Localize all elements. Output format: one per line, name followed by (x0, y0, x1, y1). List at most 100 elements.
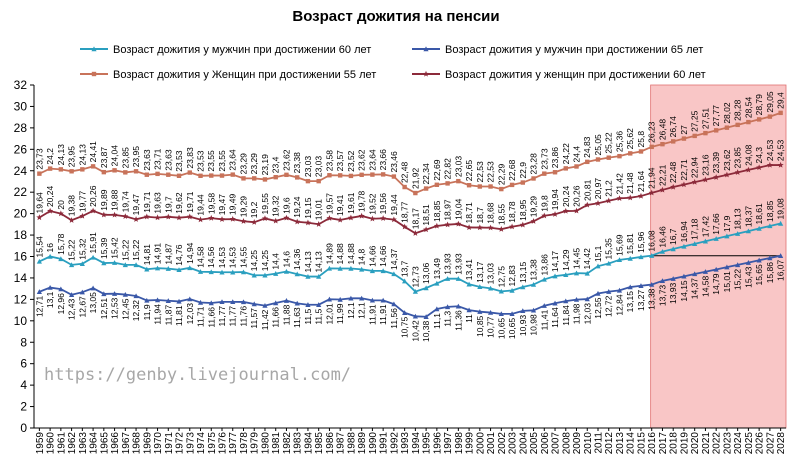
series-2 (36, 253, 784, 319)
data-point (111, 211, 118, 218)
data-label: 23,16 (700, 154, 710, 176)
data-point (670, 183, 677, 190)
data-label: 19,71 (185, 191, 195, 213)
data-point (68, 217, 75, 223)
data-point (165, 213, 172, 220)
data-label: 11,91 (378, 304, 388, 325)
data-point (616, 195, 623, 201)
data-label: 11,99 (335, 303, 345, 324)
data-point (563, 272, 569, 278)
data-label: 15,22 (120, 239, 130, 261)
data-label: 13,73 (657, 285, 667, 307)
y-tick-label: 24 (14, 164, 28, 178)
data-label: 20,26 (88, 185, 98, 207)
data-point (273, 271, 279, 276)
data-label: 11,64 (550, 307, 560, 328)
data-label: 19,77 (77, 191, 87, 213)
data-point (241, 176, 246, 181)
data-label: 18,55 (496, 204, 506, 226)
data-label: 23,28 (529, 153, 539, 175)
data-point (262, 302, 268, 308)
data-point (724, 264, 730, 270)
data-label: 19,47 (217, 194, 227, 216)
data-label: 19,08 (776, 198, 786, 220)
x-tick-label: 1996 (432, 432, 443, 455)
x-tick-label: 1965 (99, 432, 110, 455)
data-label: 11 (464, 314, 474, 323)
data-label: 14,45 (572, 248, 582, 270)
data-point (229, 215, 236, 222)
data-label: 24,3 (754, 147, 764, 164)
data-point (585, 159, 590, 165)
data-point (703, 130, 708, 136)
data-label: 24,83 (582, 136, 592, 158)
data-label: 15,22 (131, 239, 141, 261)
data-label: 23,4 (271, 156, 281, 173)
data-point (122, 213, 129, 219)
data-label: 11,1 (432, 313, 442, 329)
data-point (670, 276, 676, 281)
data-point (455, 303, 461, 309)
data-label: 19,32 (271, 195, 281, 217)
data-point (359, 266, 365, 272)
data-label: 19,55 (260, 193, 270, 215)
data-point (692, 241, 698, 247)
data-label: 16,46 (657, 226, 667, 248)
data-label: 23,58 (324, 150, 334, 172)
data-label: 14,94 (185, 242, 195, 264)
data-point (133, 216, 140, 222)
data-label: 24,04 (110, 145, 120, 167)
data-point (47, 253, 53, 259)
data-point (294, 218, 301, 225)
data-point (251, 272, 257, 278)
data-point (444, 221, 451, 228)
data-label: 14,29 (561, 249, 571, 271)
data-label: 19,94 (550, 189, 560, 211)
data-label: 23,63 (142, 149, 152, 171)
data-point (218, 216, 226, 222)
data-point (681, 243, 687, 249)
data-point (155, 171, 160, 177)
data-label: 27,25 (690, 110, 700, 132)
data-label: 13,93 (668, 282, 678, 304)
data-point (584, 270, 590, 276)
data-point (80, 167, 85, 172)
data-label: 12,75 (496, 266, 506, 288)
data-point (154, 265, 161, 271)
data-label: 15,39 (99, 237, 109, 259)
data-label: 19,64 (34, 192, 44, 214)
data-point (370, 172, 375, 177)
data-point (423, 314, 429, 319)
data-label: 11,63 (292, 307, 302, 328)
x-tick-label: 1990 (368, 432, 379, 455)
data-label: 19,44 (389, 194, 399, 216)
data-label: 19,56 (378, 193, 388, 215)
data-point (262, 272, 268, 278)
legend-entry-4: Возраст дожития у женщин при достижении … (412, 69, 706, 81)
x-tick-label: 2002 (497, 432, 508, 455)
data-label: 16,07 (776, 259, 786, 281)
data-point (358, 212, 365, 219)
data-point (133, 262, 139, 268)
data-label: 15,32 (77, 238, 87, 260)
data-point (476, 224, 483, 231)
data-point (692, 271, 698, 277)
data-label: 13,06 (421, 262, 431, 284)
x-tick-label: 1999 (465, 432, 476, 455)
data-label: 13,86 (539, 254, 549, 276)
data-point (294, 300, 300, 306)
data-point (165, 266, 171, 271)
data-label: 15,42 (110, 237, 120, 259)
data-point (617, 153, 622, 159)
x-tick-label: 1977 (228, 432, 239, 455)
data-label: 18,61 (754, 203, 764, 225)
data-label: 11,88 (281, 304, 291, 325)
data-point (101, 260, 107, 266)
data-label: 23,29 (238, 153, 248, 175)
data-label: 19,7 (163, 196, 173, 213)
data-label: 19,04 (453, 198, 463, 220)
x-tick-label: 2013 (615, 432, 626, 455)
data-label: 19,6 (281, 197, 291, 214)
data-point (391, 271, 397, 277)
